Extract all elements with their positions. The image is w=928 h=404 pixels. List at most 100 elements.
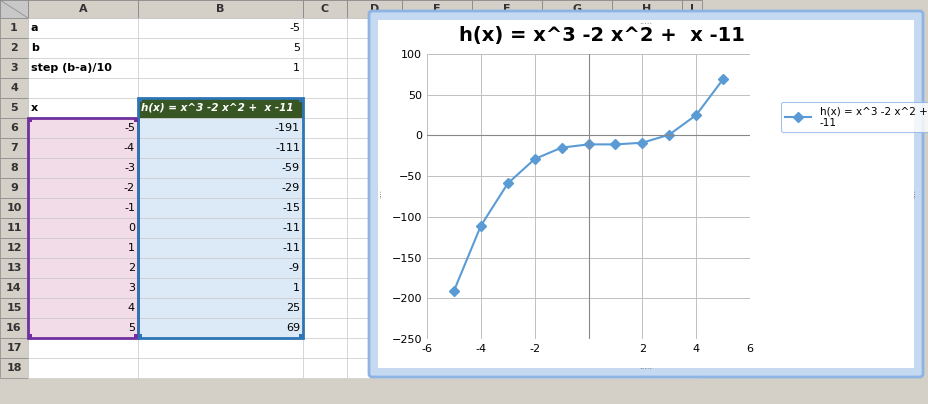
- Bar: [0, 238, 28, 258]
- Bar: [402, 78, 471, 98]
- Bar: [138, 218, 303, 238]
- Text: 3: 3: [10, 63, 18, 73]
- Text: .....: .....: [638, 362, 651, 371]
- Bar: [0, 58, 28, 78]
- Bar: [28, 334, 32, 338]
- Bar: [471, 38, 541, 58]
- Text: 2: 2: [128, 263, 135, 273]
- Bar: [681, 238, 702, 258]
- Bar: [299, 334, 303, 338]
- Text: C: C: [320, 4, 329, 14]
- Bar: [612, 298, 681, 318]
- Text: -5: -5: [123, 123, 135, 133]
- Bar: [471, 98, 541, 118]
- Bar: [347, 78, 402, 98]
- Bar: [138, 98, 142, 102]
- h(x) = x^3 -2 x^2 +  x
-11: [582, 142, 593, 147]
- Text: 8: 8: [10, 163, 18, 173]
- Bar: [0, 138, 28, 158]
- Text: B: B: [216, 4, 225, 14]
- Bar: [303, 18, 347, 38]
- Bar: [28, 358, 138, 378]
- Bar: [541, 218, 612, 238]
- h(x) = x^3 -2 x^2 +  x
-11: [636, 140, 647, 145]
- Text: A: A: [79, 4, 87, 14]
- Bar: [138, 358, 303, 378]
- Bar: [347, 38, 402, 58]
- Text: D: D: [369, 4, 379, 14]
- Bar: [138, 178, 303, 198]
- Bar: [541, 238, 612, 258]
- Text: E: E: [432, 4, 441, 14]
- Text: 0: 0: [128, 223, 135, 233]
- Bar: [612, 58, 681, 78]
- Bar: [303, 258, 347, 278]
- Bar: [28, 138, 138, 158]
- Bar: [541, 38, 612, 58]
- Text: 25: 25: [286, 303, 300, 313]
- Bar: [681, 78, 702, 98]
- Bar: [28, 198, 138, 218]
- Text: 3: 3: [128, 283, 135, 293]
- Text: 9: 9: [10, 183, 18, 193]
- Bar: [402, 238, 471, 258]
- Bar: [138, 0, 303, 18]
- Text: G: G: [572, 4, 581, 14]
- Text: h(x) = x^3 -2 x^2 +  x -11: h(x) = x^3 -2 x^2 + x -11: [458, 27, 744, 46]
- Bar: [138, 18, 303, 38]
- Bar: [0, 158, 28, 178]
- Bar: [471, 338, 541, 358]
- Bar: [303, 338, 347, 358]
- Text: -2: -2: [123, 183, 135, 193]
- Bar: [402, 0, 471, 18]
- Bar: [0, 178, 28, 198]
- Bar: [347, 178, 402, 198]
- Bar: [681, 338, 702, 358]
- Bar: [541, 58, 612, 78]
- Bar: [303, 118, 347, 138]
- Bar: [471, 138, 541, 158]
- Bar: [303, 298, 347, 318]
- Bar: [681, 318, 702, 338]
- Text: -3: -3: [123, 163, 135, 173]
- Bar: [0, 78, 28, 98]
- Bar: [471, 58, 541, 78]
- Bar: [347, 198, 402, 218]
- Text: 16: 16: [6, 323, 21, 333]
- Bar: [28, 218, 138, 238]
- Bar: [347, 18, 402, 38]
- Bar: [0, 118, 28, 138]
- Text: 1: 1: [10, 23, 18, 33]
- Bar: [471, 178, 541, 198]
- Bar: [681, 358, 702, 378]
- Bar: [299, 98, 303, 102]
- h(x) = x^3 -2 x^2 +  x
-11: [529, 157, 540, 162]
- Text: 15: 15: [6, 303, 21, 313]
- Bar: [541, 358, 612, 378]
- Bar: [28, 78, 138, 98]
- Text: 12: 12: [6, 243, 21, 253]
- Bar: [541, 138, 612, 158]
- Bar: [28, 118, 138, 338]
- Text: a: a: [31, 23, 38, 33]
- Bar: [28, 118, 32, 122]
- Bar: [471, 278, 541, 298]
- Bar: [612, 78, 681, 98]
- Bar: [0, 198, 28, 218]
- FancyBboxPatch shape: [368, 11, 922, 377]
- Bar: [0, 38, 28, 58]
- h(x) = x^3 -2 x^2 +  x
-11: [716, 77, 728, 82]
- Text: -59: -59: [281, 163, 300, 173]
- h(x) = x^3 -2 x^2 +  x
-11: [448, 288, 459, 293]
- Bar: [681, 278, 702, 298]
- Bar: [612, 238, 681, 258]
- Text: 1: 1: [292, 283, 300, 293]
- Text: b: b: [31, 43, 39, 53]
- Text: 5: 5: [128, 323, 135, 333]
- Bar: [347, 338, 402, 358]
- Bar: [28, 18, 138, 38]
- Bar: [681, 58, 702, 78]
- Bar: [347, 318, 402, 338]
- Bar: [471, 158, 541, 178]
- Bar: [138, 298, 303, 318]
